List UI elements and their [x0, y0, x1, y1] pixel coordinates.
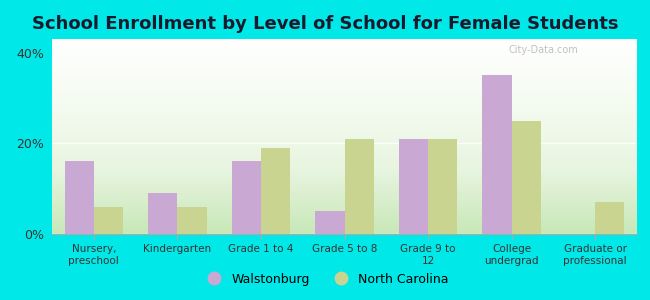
- Text: City-Data.com: City-Data.com: [508, 45, 578, 55]
- Bar: [512, 121, 541, 234]
- Legend: Walstonburg, North Carolina: Walstonburg, North Carolina: [196, 268, 454, 291]
- Bar: [428, 139, 458, 234]
- Bar: [177, 207, 207, 234]
- Bar: [315, 211, 344, 234]
- Bar: [261, 148, 290, 234]
- Bar: [399, 139, 428, 234]
- Bar: [231, 161, 261, 234]
- Text: School Enrollment by Level of School for Female Students: School Enrollment by Level of School for…: [32, 15, 618, 33]
- Bar: [148, 193, 177, 234]
- Bar: [94, 207, 123, 234]
- Bar: [595, 202, 625, 234]
- Bar: [64, 161, 94, 234]
- Bar: [482, 75, 512, 234]
- Bar: [344, 139, 374, 234]
